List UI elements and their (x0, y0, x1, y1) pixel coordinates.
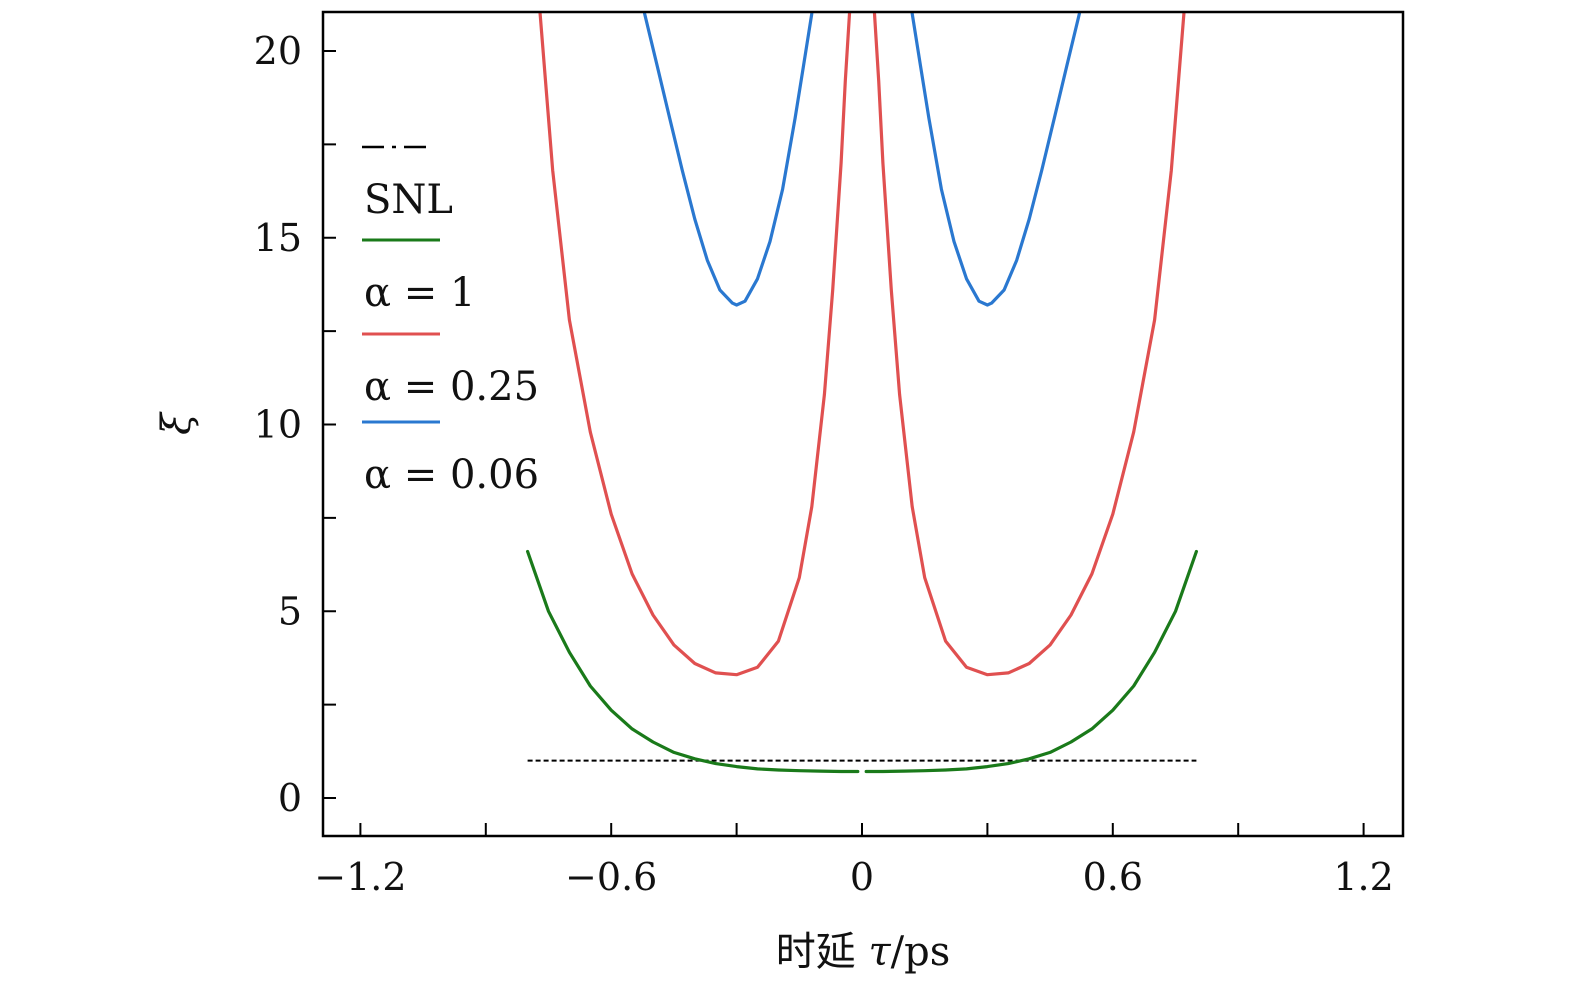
series-green-line-2 (864, 549, 1198, 774)
x-tick-label: 1.2 (1333, 855, 1393, 899)
legend-label-4: α = 0.06 (364, 452, 539, 498)
y-tick-label: 5 (278, 589, 302, 633)
plot-frame (321, 10, 1405, 838)
y-tick-label: 20 (254, 29, 302, 73)
series-red-line-2 (872, 12, 1186, 677)
y-tick-label: 10 (254, 403, 302, 447)
y-axis-title: ξ (154, 411, 200, 435)
series-blue-line-1 (643, 12, 814, 307)
x-tick-label: −0.6 (565, 855, 657, 899)
x-tick-labels: −1.2 −0.6 0 0.6 1.2 (314, 855, 1394, 899)
y-tick-label: 15 (254, 216, 302, 260)
x-axis-title: 时延 τ/ps (776, 929, 950, 975)
series-blue-line-2 (910, 12, 1081, 307)
x-tick-label: −1.2 (314, 855, 406, 899)
axis-ticks (323, 50, 1365, 836)
legend-label-3: α = 0.25 (364, 364, 539, 410)
x-tick-label: 0.6 (1083, 855, 1143, 899)
y-tick-labels: 0 5 10 15 20 (254, 29, 302, 820)
x-tick-label: 0 (850, 855, 874, 899)
series-red-line-1 (538, 12, 852, 677)
legend-label-1: SNL (364, 177, 453, 223)
x-axis-title-var: τ (868, 929, 891, 975)
x-axis-title-prefix: 时延 (776, 929, 869, 975)
y-tick-label: 0 (278, 776, 302, 820)
x-axis-title-unit: /ps (891, 929, 951, 975)
series-green-line-1 (526, 549, 860, 774)
legend-label-2: α = 1 (364, 270, 475, 316)
plot-curves (526, 12, 1198, 774)
legend: SNL α = 1 α = 0.25 α = 0.06 (362, 145, 539, 498)
